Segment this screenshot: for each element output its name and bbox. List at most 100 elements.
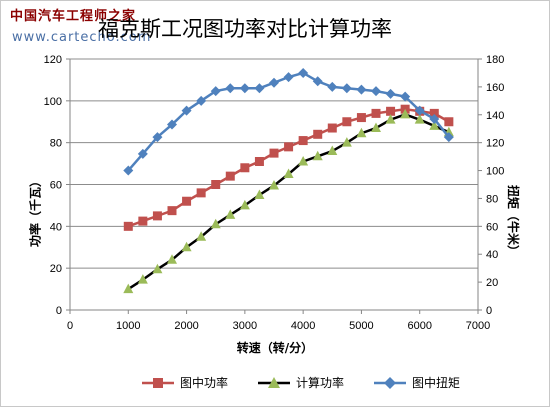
series-1-point-4: [181, 241, 192, 252]
y-left-tick-label-4: 80: [50, 138, 62, 150]
series-1-point-21: [429, 120, 440, 130]
series-0-point-13: [313, 129, 323, 139]
series-0-point-14: [327, 123, 337, 133]
series-1-point-18: [385, 114, 396, 124]
legend-swatch-0: [142, 377, 174, 388]
series-1-point-1: [137, 274, 148, 284]
series-2-point-10: [269, 77, 279, 88]
y-right-tick-label-5: 100: [486, 166, 504, 178]
series-2-point-17: [371, 86, 381, 97]
watermark-chinese: 中国汽车工程师之家: [10, 9, 137, 24]
x-tick-label-5: 5000: [349, 320, 373, 332]
legend-swatch-1: [258, 376, 291, 388]
series-2-point-4: [181, 105, 192, 116]
series-2-point-21: [429, 113, 440, 124]
series-1-point-5: [196, 231, 207, 241]
y-right-tick-label-9: 180: [486, 54, 504, 66]
series-0-point-16: [356, 113, 366, 123]
series-1-point-6: [210, 218, 221, 229]
y-right-tick-label-4: 80: [486, 193, 498, 205]
legend-label-0: 图中功率: [180, 376, 229, 390]
y-right-tick-label-0: 0: [486, 305, 492, 317]
series-0-point-4: [182, 196, 192, 206]
series-1-point-12: [298, 155, 309, 166]
y-left-tick-label-1: 20: [50, 263, 62, 275]
series-2-point-20: [414, 105, 425, 116]
x-tick-label-0: 0: [67, 320, 73, 332]
legend-swatch-2: [374, 376, 407, 389]
series-0-point-8: [240, 163, 250, 173]
series-0-point-3: [167, 206, 177, 216]
series-2-point-15: [341, 83, 352, 94]
y-right-tick-label-3: 60: [486, 221, 498, 233]
series-0-point-2: [152, 211, 162, 221]
series-1-point-17: [371, 122, 381, 133]
series-2-point-3: [167, 119, 177, 130]
y-axis-right-label: 扭矩（牛米）: [506, 185, 520, 258]
series-1-point-9: [254, 189, 265, 199]
y-left-tick-label-0: 0: [56, 305, 62, 317]
series-2-point-5: [196, 95, 207, 106]
series-0-point-6: [211, 180, 221, 189]
y-left-tick-label-2: 40: [50, 221, 62, 233]
series-0-point-22: [444, 117, 454, 127]
series-2-point-8: [239, 83, 250, 94]
series-1-point-0: [123, 283, 134, 294]
series-0-point-0: [123, 221, 133, 231]
y-right-tick-label-6: 120: [486, 138, 504, 150]
y-left-tick-label-6: 120: [44, 54, 62, 66]
series-2-point-6: [210, 86, 221, 97]
x-tick-label-6: 6000: [407, 320, 431, 332]
series-1-point-10: [269, 180, 279, 190]
series-0-point-18: [386, 106, 396, 116]
y-axis-left-label: 功率（千瓦）: [28, 174, 43, 247]
series-1-point-7: [225, 209, 236, 219]
x-tick-label-7: 7000: [466, 320, 490, 332]
legend-label-2: 图中扭矩: [412, 376, 461, 390]
x-tick-label-4: 4000: [291, 320, 315, 332]
series-1-point-15: [341, 137, 352, 147]
series-0-point-12: [298, 136, 308, 146]
series-1-point-8: [239, 199, 250, 210]
series-2-point-0: [123, 165, 134, 176]
series-line-2: [127, 71, 450, 172]
series-0-point-5: [196, 188, 206, 198]
series-1-point-16: [356, 127, 367, 138]
series-0-point-10: [269, 148, 279, 158]
series-0-point-1: [138, 216, 148, 226]
series-2-point-11: [283, 72, 294, 83]
x-tick-label-2: 2000: [174, 320, 198, 332]
series-0-point-17: [371, 108, 381, 118]
series-2-point-19: [400, 91, 411, 102]
x-axis-label: 转速（转/分）: [236, 341, 314, 355]
legend-label-1: 计算功率: [296, 376, 345, 390]
y-right-tick-label-1: 20: [486, 277, 498, 289]
series-2-point-7: [225, 83, 236, 94]
y-left-tick-label-5: 100: [44, 96, 62, 108]
series-1-point-11: [283, 168, 294, 179]
watermark-url: www.cartecho.com: [12, 30, 152, 45]
y-right-tick-label-2: 40: [486, 249, 498, 261]
series-0-point-7: [225, 171, 235, 181]
series-0-point-21: [429, 108, 439, 118]
legend-item-1: 计算功率: [256, 374, 344, 391]
series-2-point-2: [152, 132, 163, 143]
series-2-point-22: [443, 132, 454, 143]
legend-item-0: 图中功率: [140, 374, 228, 391]
x-tick-label-1: 1000: [116, 320, 140, 332]
series-2-point-16: [356, 84, 367, 95]
series-1-point-13: [312, 150, 323, 161]
series-2-point-18: [385, 88, 396, 99]
series-1-point-14: [327, 145, 338, 156]
x-axis-label-wrap: 转速（转/分）: [0, 339, 550, 356]
series-2-point-14: [327, 81, 338, 92]
legend: 图中功率 计算功率 图中扭矩: [140, 374, 488, 391]
series-2-point-13: [312, 76, 323, 87]
series-2-point-1: [137, 148, 148, 159]
y-left-tick-label-3: 60: [50, 180, 62, 192]
series-1-point-2: [152, 263, 163, 274]
series-2-point-12: [298, 67, 309, 78]
series-1-point-19: [400, 108, 411, 119]
